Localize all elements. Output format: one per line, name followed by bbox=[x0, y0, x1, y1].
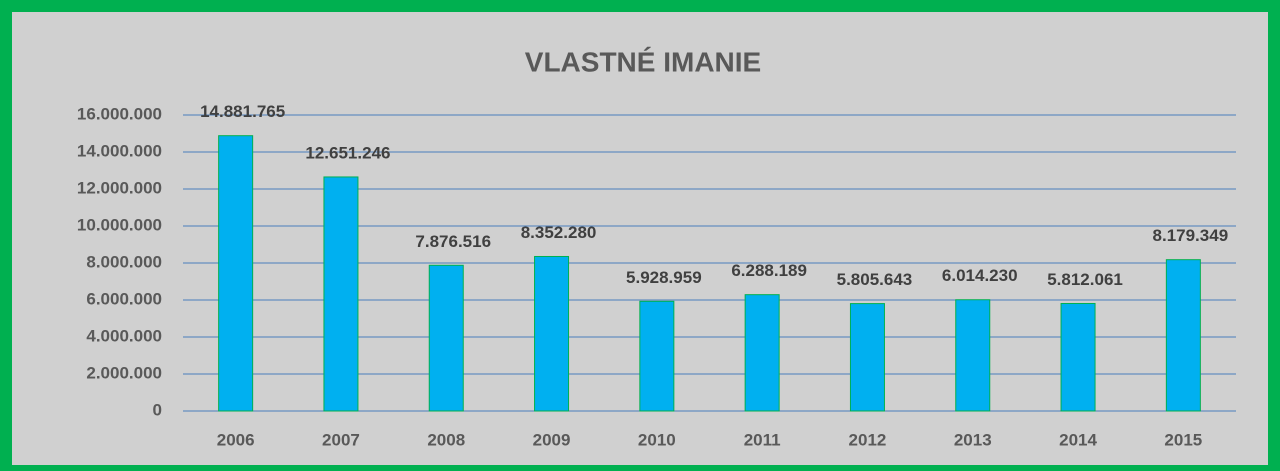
x-tick-label: 2012 bbox=[849, 430, 887, 449]
value-label: 6.014.230 bbox=[942, 266, 1018, 285]
y-tick-label: 14.000.000 bbox=[77, 141, 162, 160]
x-tick-label: 2008 bbox=[427, 430, 465, 449]
value-label: 8.179.349 bbox=[1153, 226, 1229, 245]
x-tick-label: 2010 bbox=[638, 430, 676, 449]
value-label: 7.876.516 bbox=[415, 232, 491, 251]
bar bbox=[955, 299, 991, 412]
y-tick-label: 12.000.000 bbox=[77, 178, 162, 197]
bar bbox=[428, 264, 464, 412]
bar bbox=[639, 300, 675, 412]
y-tick-label: 10.000.000 bbox=[77, 215, 162, 234]
value-label: 5.812.061 bbox=[1047, 270, 1123, 289]
y-tick-label: 8.000.000 bbox=[86, 252, 162, 271]
value-label: 5.805.643 bbox=[837, 270, 913, 289]
value-label: 8.352.280 bbox=[521, 223, 597, 242]
x-tick-label: 2013 bbox=[954, 430, 992, 449]
value-label: 5.928.959 bbox=[626, 268, 702, 287]
x-tick-label: 2015 bbox=[1164, 430, 1202, 449]
bar bbox=[744, 294, 780, 412]
y-tick-label: 6.000.000 bbox=[86, 289, 162, 308]
bar bbox=[849, 303, 885, 412]
x-tick-label: 2009 bbox=[533, 430, 571, 449]
y-tick-label: 4.000.000 bbox=[86, 326, 162, 345]
y-tick-label: 16.000.000 bbox=[77, 104, 162, 123]
chart-title: VLASTNÉ IMANIE bbox=[525, 46, 761, 77]
x-tick-label: 2006 bbox=[217, 430, 255, 449]
x-tick-label: 2011 bbox=[744, 430, 781, 449]
y-tick-label: 0 bbox=[153, 400, 162, 419]
bar bbox=[1060, 302, 1096, 412]
x-tick-label: 2014 bbox=[1059, 430, 1097, 449]
bar bbox=[534, 255, 570, 412]
value-label: 12.651.246 bbox=[305, 143, 390, 162]
bar bbox=[1165, 259, 1201, 412]
value-label: 6.288.189 bbox=[731, 261, 807, 280]
x-tick-label: 2007 bbox=[322, 430, 360, 449]
bar bbox=[218, 135, 254, 412]
value-label: 14.881.765 bbox=[200, 102, 285, 121]
bar bbox=[323, 176, 359, 412]
y-tick-label: 2.000.000 bbox=[86, 363, 162, 382]
